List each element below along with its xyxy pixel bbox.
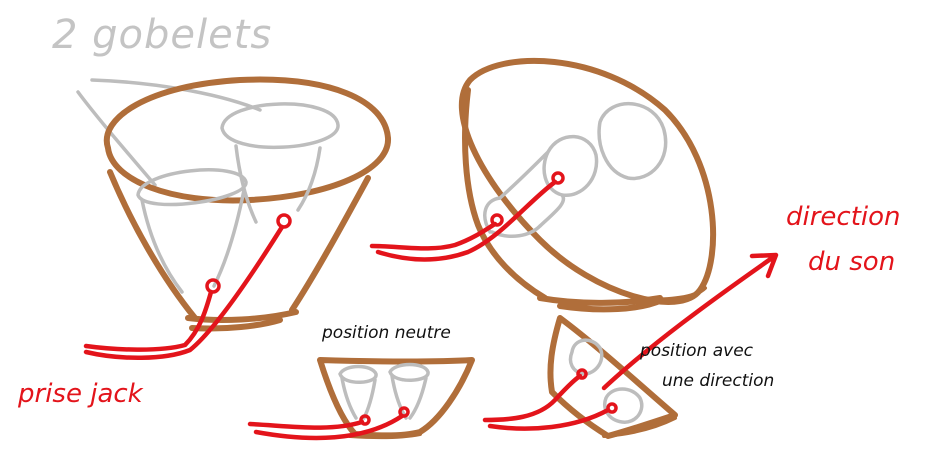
tilted-cone-edge <box>638 286 707 302</box>
jack-label: prise jack <box>17 379 144 409</box>
tilted-cone-left-side <box>462 87 548 301</box>
cups-label: 2 gobelets <box>52 12 272 58</box>
directional-position-label-line2: une direction <box>662 371 774 391</box>
directional-position-sketch <box>482 252 779 439</box>
jack-socket <box>276 213 292 229</box>
neutral-cable <box>247 413 405 441</box>
cone-rim <box>103 76 392 204</box>
directional-position-label-line1: position avec <box>639 341 754 361</box>
directional-cup-top <box>568 338 604 376</box>
tilted-cone-speaker <box>369 58 717 313</box>
tilted-cone-rim <box>458 58 717 305</box>
tilted-jack-socket <box>551 171 565 185</box>
sound-direction-label-line1: direction <box>786 202 901 232</box>
sound-direction-arrow <box>601 252 779 391</box>
cone-left-side <box>107 169 198 321</box>
directional-box-base <box>602 416 677 438</box>
directional-jack-top <box>576 368 588 380</box>
jack-cable <box>83 224 285 361</box>
tilted-cup-1 <box>597 101 668 181</box>
upright-cone-speaker <box>76 76 392 361</box>
neutral-position-label: position neutre <box>321 323 451 343</box>
neutral-position-sketch <box>247 357 475 441</box>
cone-right-side <box>289 175 371 313</box>
neutral-cup-left <box>338 364 378 420</box>
tilted-jack-cable <box>369 179 558 262</box>
cup-right <box>220 102 340 224</box>
cone-base <box>185 309 299 332</box>
directional-cup-bottom <box>603 387 644 424</box>
sound-direction-label-line2: du son <box>808 247 895 277</box>
directional-cable <box>482 373 611 431</box>
tilted-cup-2 <box>498 134 599 228</box>
neutral-box-base <box>348 432 422 440</box>
cup-left <box>136 168 248 294</box>
